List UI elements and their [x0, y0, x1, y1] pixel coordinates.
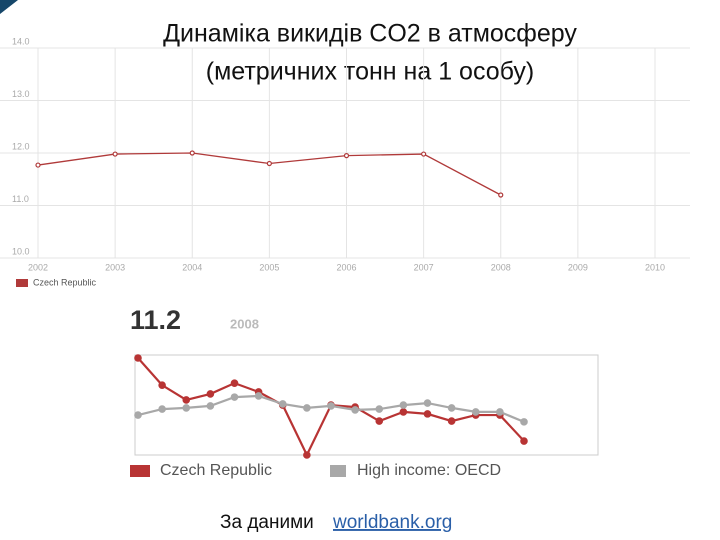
data-point	[327, 402, 335, 410]
data-point	[520, 437, 528, 445]
legend-swatch	[16, 279, 28, 287]
data-point	[399, 401, 408, 409]
data-point	[423, 410, 432, 418]
y-tick-label: 11.0	[12, 194, 29, 204]
y-tick-label: 13.0	[12, 89, 30, 99]
footer-link[interactable]: worldbank.org	[332, 512, 452, 533]
data-point	[351, 406, 359, 414]
data-point	[343, 153, 350, 159]
data-point	[375, 405, 384, 413]
corner-mark	[0, 0, 18, 14]
legend-label: Czech Republic	[160, 462, 272, 479]
x-tick-label: 2003	[105, 262, 125, 272]
data-point	[303, 451, 311, 459]
data-point	[266, 160, 272, 167]
x-tick-label: 2005	[259, 262, 279, 272]
data-point	[230, 393, 239, 401]
data-point	[254, 392, 263, 400]
data-point	[399, 408, 408, 416]
data-point	[447, 417, 456, 425]
legend-label: High income: OECD	[357, 462, 501, 479]
data-point	[423, 399, 432, 407]
data-point	[158, 405, 166, 413]
data-point	[112, 151, 118, 157]
data-point	[303, 404, 311, 412]
x-tick-label: 2002	[28, 262, 48, 272]
y-tick-label: 12.0	[12, 141, 30, 151]
data-point	[471, 408, 480, 416]
data-point	[496, 408, 504, 416]
x-tick-label: 2008	[491, 262, 511, 272]
data-point	[206, 402, 215, 410]
x-tick-label: 2004	[182, 262, 202, 272]
data-point	[35, 162, 41, 168]
data-point	[134, 354, 142, 362]
data-point	[206, 390, 215, 398]
x-tick-label: 2006	[336, 262, 356, 272]
sparkline-frame	[134, 354, 599, 456]
legend-swatch	[330, 465, 346, 477]
data-point	[230, 379, 239, 387]
data-point	[189, 150, 195, 156]
footer-text: За даними	[220, 512, 314, 533]
data-point	[182, 404, 191, 412]
data-point	[421, 151, 427, 157]
data-point	[498, 192, 504, 198]
data-point	[447, 404, 456, 412]
headline-value: 11.2	[130, 305, 181, 335]
data-point	[182, 396, 191, 404]
y-tick-label: 10.0	[12, 246, 30, 256]
slide-title: Динаміка викидів CO2 в атмосферу	[163, 20, 577, 48]
y-tick-label: 14.0	[12, 36, 30, 46]
data-point	[278, 400, 287, 408]
data-point	[134, 411, 142, 419]
data-point	[375, 417, 384, 425]
x-tick-label: 2009	[568, 262, 588, 272]
x-tick-label: 2007	[414, 262, 434, 272]
x-tick-label: 2010	[645, 262, 665, 272]
data-point	[158, 381, 166, 389]
data-point	[520, 418, 528, 426]
slide-subtitle: (метричних тонн на 1 особу)	[206, 58, 534, 86]
headline-year: 2008	[230, 316, 259, 331]
legend-label: Czech Republic	[33, 277, 97, 287]
legend-swatch	[130, 465, 150, 477]
